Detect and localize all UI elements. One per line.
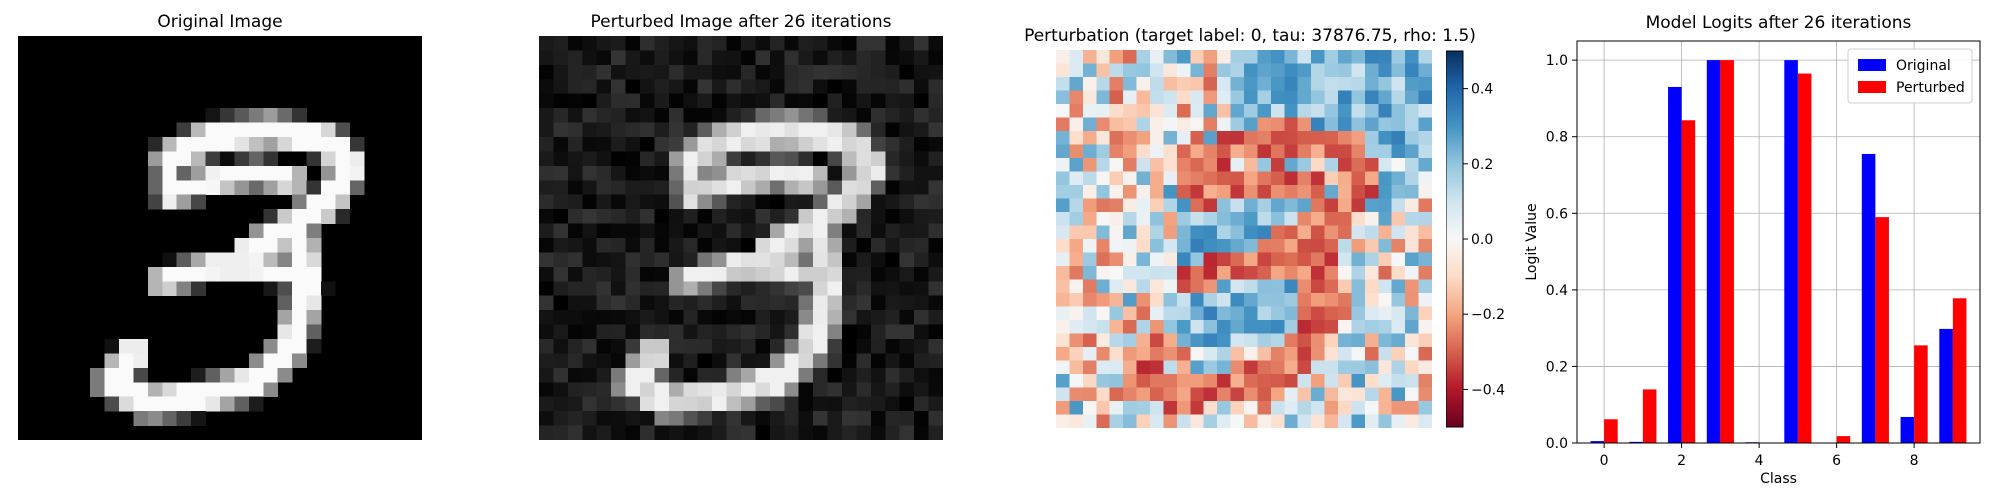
legend-swatch-perturbed bbox=[1858, 81, 1886, 93]
bar-original-class-2 bbox=[1668, 86, 1682, 443]
x-tick-label: 8 bbox=[1910, 453, 1919, 469]
perturbed-digit-image bbox=[539, 36, 943, 440]
bar-perturbed-class-3 bbox=[1720, 60, 1734, 444]
bar-perturbed-class-1 bbox=[1642, 389, 1657, 443]
y-tick-label: 0.4 bbox=[1546, 283, 1568, 299]
perturbed-image-title: Perturbed Image after 26 iterations bbox=[590, 12, 892, 32]
bar-perturbed-class-5 bbox=[1797, 73, 1812, 444]
chart-title: Model Logits after 26 iterations bbox=[1646, 13, 1912, 33]
chart-legend: Original Perturbed bbox=[1847, 48, 1973, 104]
colorbar-tick-label: −0.4 bbox=[1471, 382, 1505, 398]
bar-perturbed-class-8 bbox=[1914, 345, 1928, 443]
colorbar-tick-label: 0.0 bbox=[1471, 232, 1493, 248]
logits-chart: Model Logits after 26 iterations 0.0 0.2 0.… bbox=[1524, 13, 1981, 487]
legend-swatch-original bbox=[1858, 59, 1886, 71]
bar-original-class-5 bbox=[1784, 60, 1798, 444]
perturbation-heatmap bbox=[1056, 50, 1432, 428]
x-axis-label: Class bbox=[1760, 471, 1797, 487]
plot-frame bbox=[1576, 40, 1981, 444]
bar-original-class-3 bbox=[1706, 60, 1721, 444]
bar-original-class-8 bbox=[1900, 416, 1915, 443]
legend-label-original: Original bbox=[1896, 58, 1951, 74]
bar-original-class-7 bbox=[1861, 153, 1876, 443]
original-image-title: Original Image bbox=[157, 12, 283, 32]
colorbar-tick-label: 0.2 bbox=[1471, 157, 1493, 173]
bar-original-class-9 bbox=[1939, 328, 1953, 443]
bar-perturbed-class-7 bbox=[1875, 217, 1889, 443]
perturbation-colorbar: 0.4 0.2 0.0 −0.2 −0.4 bbox=[1446, 50, 1505, 428]
colorbar-tick-label: −0.2 bbox=[1471, 307, 1505, 323]
x-tick-label: 0 bbox=[1600, 453, 1609, 469]
x-tick-label: 6 bbox=[1832, 453, 1841, 469]
legend-label-perturbed: Perturbed bbox=[1896, 80, 1965, 96]
y-tick-label: 0.0 bbox=[1546, 436, 1568, 452]
x-tick-label: 2 bbox=[1677, 453, 1686, 469]
y-tick-label: 0.8 bbox=[1546, 130, 1568, 146]
x-tick-label: 4 bbox=[1755, 453, 1764, 469]
bar-perturbed-class-9 bbox=[1952, 298, 1967, 443]
bar-perturbed-class-0 bbox=[1604, 419, 1618, 443]
colorbar-tick-label: 0.4 bbox=[1471, 82, 1493, 98]
bar-perturbed-class-6 bbox=[1836, 436, 1851, 443]
original-digit-image bbox=[18, 36, 422, 440]
bar-original-class-0 bbox=[1590, 441, 1605, 443]
y-tick-label: 1.0 bbox=[1546, 53, 1568, 69]
perturbation-title: Perturbation (target label: 0, tau: 3787… bbox=[1024, 26, 1476, 46]
bar-perturbed-class-2 bbox=[1681, 120, 1696, 443]
bar-original-class-1 bbox=[1629, 441, 1643, 443]
y-tick-label: 0.6 bbox=[1546, 206, 1568, 222]
y-tick-label: 0.2 bbox=[1546, 359, 1568, 375]
y-axis-label: Logit Value bbox=[1524, 203, 1540, 280]
